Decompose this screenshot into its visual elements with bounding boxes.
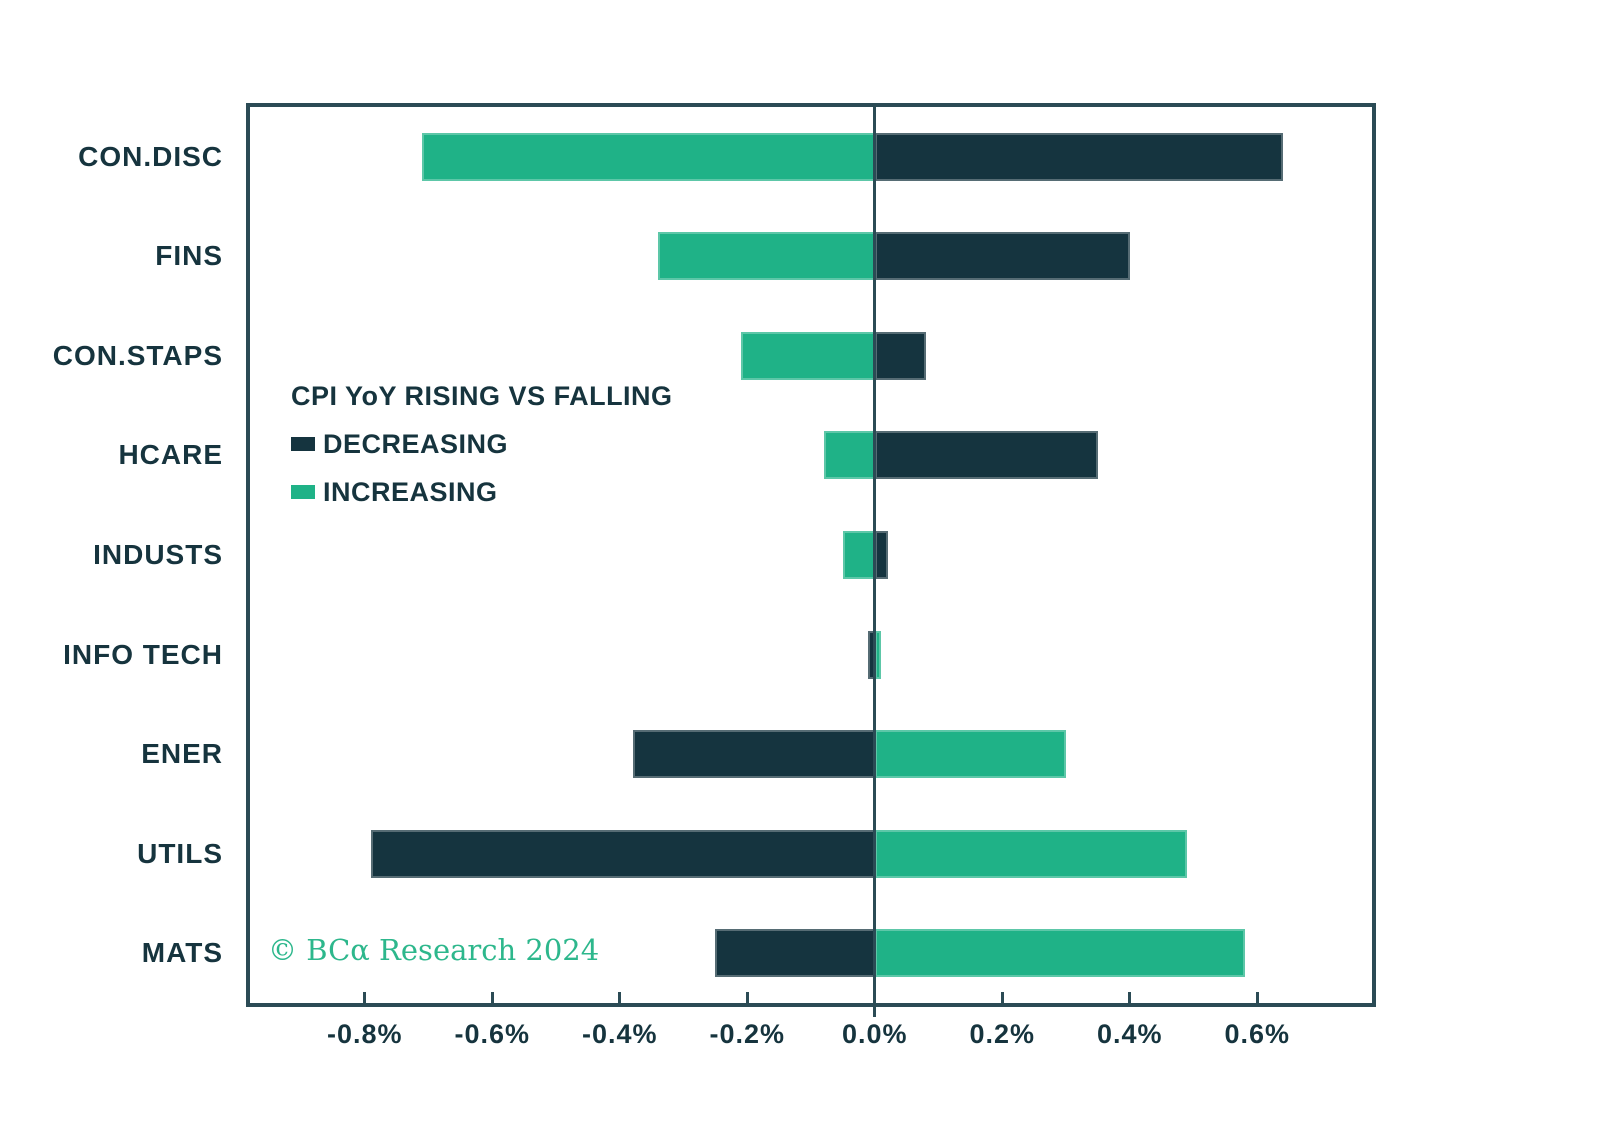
y-axis-label-con-disc: CON.DISC [78,140,223,172]
x-axis-tick [1000,992,1004,1003]
bar-increasing-mats [874,929,1245,978]
legend-item-increasing-label: INCREASING [323,477,498,507]
x-axis-tick-label: 0.6% [1224,1019,1291,1049]
bar-decreasing-utils [371,829,875,878]
bar-decreasing-mats [715,929,875,978]
y-axis-labels: CON.DISC FINS CON.STAPS HCARE INDUSTS INFO TE… [0,107,223,1003]
y-axis-label-industs: INDUSTS [93,539,223,570]
bar-increasing-ener [874,730,1066,779]
x-axis-labels: -0.8% -0.6% -0.4% -0.2% 0.0% 0.2% 0.4% 0.6% [250,1019,1372,1061]
x-axis-tick-label: 0.0% [841,1019,908,1049]
legend-item-decreasing: DECREASING [291,427,673,461]
legend-item-decreasing-label: DECREASING [323,429,509,459]
plot-area: CPI YoY RISING VS FALLING DECREASING INC… [246,103,1376,1017]
y-axis-label-con-staps: CON.STAPS [52,339,223,371]
bar-increasing-utils [874,829,1188,878]
x-axis-tick-label: -0.2% [709,1019,786,1049]
y-axis-label-mats: MATS [141,937,223,969]
x-axis-tick [490,992,494,1003]
legend-title: CPI YoY RISING VS FALLING [291,381,673,411]
y-axis-label-info-tech: INFO TECH [63,638,223,670]
x-axis-tick-label: -0.8% [326,1019,403,1049]
y-axis-label-fins: FINS [155,240,223,272]
bar-increasing-info-tech [874,630,882,679]
bar-increasing-con-disc [422,132,875,181]
x-axis-tick [1255,992,1259,1003]
legend: CPI YoY RISING VS FALLING DECREASING INC… [291,379,673,509]
copyright-text: © BCα Research 2024 [268,933,600,967]
bar-increasing-con-staps [740,331,875,380]
bar-decreasing-con-disc [874,132,1283,181]
bar-decreasing-ener [632,730,875,779]
bar-decreasing-fins [874,232,1130,281]
bar-increasing-hcare [823,431,875,480]
y-axis-label-ener: ENER [141,738,223,770]
y-axis-label-hcare: HCARE [118,439,223,471]
bar-decreasing-industs [874,531,888,579]
bars-layer [250,107,1372,1003]
y-axis-label-utils: UTILS [137,837,223,869]
decreasing-swatch-icon [291,437,315,451]
x-axis-tick [363,992,367,1003]
x-axis-tick-label: 0.2% [969,1019,1036,1049]
bar-increasing-industs [842,531,875,579]
bar-increasing-fins [658,232,875,281]
x-axis-tick-label: -0.6% [454,1019,531,1049]
increasing-swatch-icon [291,485,315,499]
x-axis-tick [618,992,622,1003]
bar-decreasing-hcare [874,431,1098,480]
x-axis-tick [1128,992,1132,1003]
x-axis-tick [745,992,749,1003]
bar-decreasing-info-tech [868,630,875,679]
bar-decreasing-con-staps [874,331,926,380]
legend-item-increasing: INCREASING [291,475,673,509]
zero-axis-line [873,107,877,1017]
x-axis-tick-label: -0.4% [581,1019,658,1049]
x-axis-tick-label: 0.4% [1096,1019,1163,1049]
